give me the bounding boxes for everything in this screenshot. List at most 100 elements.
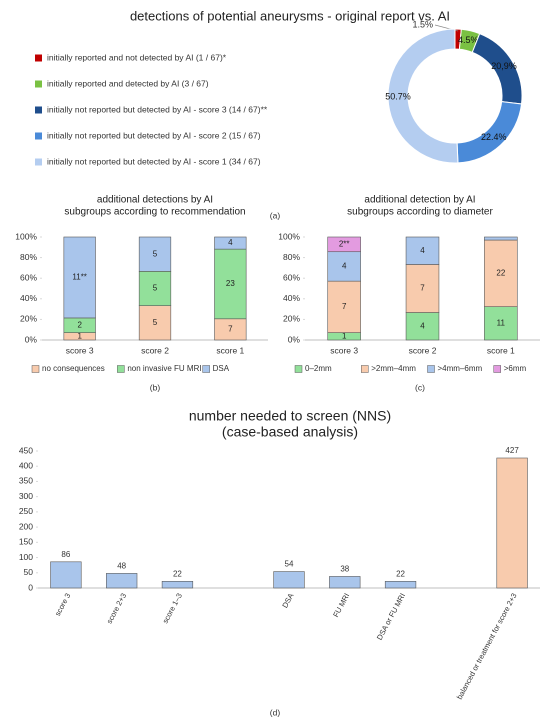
data-label: 11 xyxy=(497,318,506,327)
data-label: 1 xyxy=(77,331,82,340)
bar-segment xyxy=(63,236,96,319)
bar-segment xyxy=(405,236,440,265)
data-label: 11** xyxy=(72,273,87,282)
chart-title: number needed to screen (NNS) xyxy=(189,408,391,424)
x-tick-label: score 1 xyxy=(216,345,244,355)
legend-swatch xyxy=(35,106,42,114)
data-label: 4 xyxy=(342,262,347,271)
bar xyxy=(496,457,528,589)
y-tick-label: 20% xyxy=(283,314,300,324)
legend-label: initially not reported but detected by A… xyxy=(47,156,261,166)
bar-segment xyxy=(405,312,440,341)
y-tick-label: 40% xyxy=(283,293,300,303)
y-tick-label: 450 xyxy=(19,445,33,455)
y-tick-label: 80% xyxy=(283,252,300,262)
data-label: 38 xyxy=(340,565,349,574)
y-tick-label: 60% xyxy=(283,272,300,282)
x-tick-label: score 3 xyxy=(330,345,358,355)
legend-label: initially not reported but detected by A… xyxy=(47,130,261,140)
data-label: 7 xyxy=(228,325,233,334)
data-label: 22 xyxy=(496,268,505,277)
legend-swatch xyxy=(35,132,42,140)
y-tick-label: 100% xyxy=(15,231,37,241)
bar-segment xyxy=(327,236,361,253)
y-tick-label: 0 xyxy=(28,582,33,592)
y-tick-label: 60% xyxy=(20,272,37,282)
y-tick-label: 50 xyxy=(24,567,34,577)
y-tick-label: 80% xyxy=(20,252,37,262)
caption: (d) xyxy=(270,707,281,717)
legend-label: no consequences xyxy=(42,364,105,373)
legend-swatch xyxy=(493,365,501,373)
caption: (c) xyxy=(415,382,425,392)
data-label: 48 xyxy=(117,561,126,570)
bar-segment xyxy=(138,236,172,272)
data-label: 20,9% xyxy=(491,61,517,71)
legend-label: >4mm–6mm xyxy=(438,364,483,373)
bar-segment xyxy=(138,305,172,341)
chart-subtitle: (case-based analysis) xyxy=(222,424,358,440)
data-label: 4 xyxy=(228,238,233,247)
data-label: 23 xyxy=(226,279,235,288)
legend-swatch xyxy=(117,365,125,373)
legend-swatch xyxy=(202,365,210,373)
y-tick-label: 40% xyxy=(20,293,37,303)
bar-segment xyxy=(138,271,172,306)
chart-title: additional detection by AI xyxy=(364,195,475,206)
bar xyxy=(273,571,305,589)
legend-label: 0–2mm xyxy=(305,364,332,373)
chart-subtitle: subgroups according to recommendation xyxy=(64,207,245,218)
y-tick-label: 0% xyxy=(25,334,38,344)
legend-swatch xyxy=(427,365,435,373)
y-tick-label: 300 xyxy=(19,491,33,501)
bar xyxy=(106,573,138,589)
data-label: 5 xyxy=(153,284,158,293)
data-label: 1.5% xyxy=(412,19,433,29)
bar xyxy=(329,576,361,589)
bar xyxy=(384,581,417,589)
x-tick-label: score 3 xyxy=(66,345,94,355)
bar-segment xyxy=(484,236,518,241)
data-label: 7 xyxy=(420,284,425,293)
data-label: 427 xyxy=(505,446,519,455)
data-label: 1 xyxy=(342,331,347,340)
bar xyxy=(50,561,82,589)
bar-segment xyxy=(214,248,247,320)
data-label: 4 xyxy=(420,246,425,255)
data-label: 4 xyxy=(420,321,425,330)
bar-segment xyxy=(214,236,247,250)
caption: (b) xyxy=(150,382,161,392)
bar-segment xyxy=(327,280,361,333)
x-tick-label: score 1 xyxy=(487,345,515,355)
y-tick-label: 0% xyxy=(288,334,301,344)
y-tick-label: 100 xyxy=(19,552,33,562)
bar-segment xyxy=(327,251,361,282)
data-label: 22 xyxy=(173,569,182,578)
legend-swatch xyxy=(294,365,303,373)
legend-label: non invasive FU MRI xyxy=(127,364,201,373)
legend-label: initially not reported but detected by A… xyxy=(47,104,268,114)
y-tick-label: 250 xyxy=(19,506,33,516)
y-tick-label: 200 xyxy=(19,521,33,531)
data-label: 22.4% xyxy=(481,132,507,142)
y-tick-label: 350 xyxy=(19,476,33,486)
data-label: 50.7% xyxy=(385,92,411,102)
legend-swatch xyxy=(35,80,42,88)
legend-label: >6mm xyxy=(504,364,527,373)
data-label: 2 xyxy=(77,320,82,329)
legend-swatch xyxy=(31,365,40,373)
data-label: 86 xyxy=(61,550,70,559)
chart-title: detections of potential aneurysms - orig… xyxy=(130,8,450,23)
y-tick-label: 150 xyxy=(19,537,33,547)
data-label: 22 xyxy=(396,569,405,578)
y-tick-label: 400 xyxy=(19,460,33,470)
legend-label: initially reported and detected by AI (3… xyxy=(47,78,209,88)
data-label: 54 xyxy=(285,560,294,569)
chart-title: additional detections by AI xyxy=(97,195,213,206)
legend-label: DSA xyxy=(213,364,230,373)
legend-swatch xyxy=(35,158,42,166)
data-label: 5 xyxy=(153,318,158,327)
data-label: 7 xyxy=(342,302,347,311)
